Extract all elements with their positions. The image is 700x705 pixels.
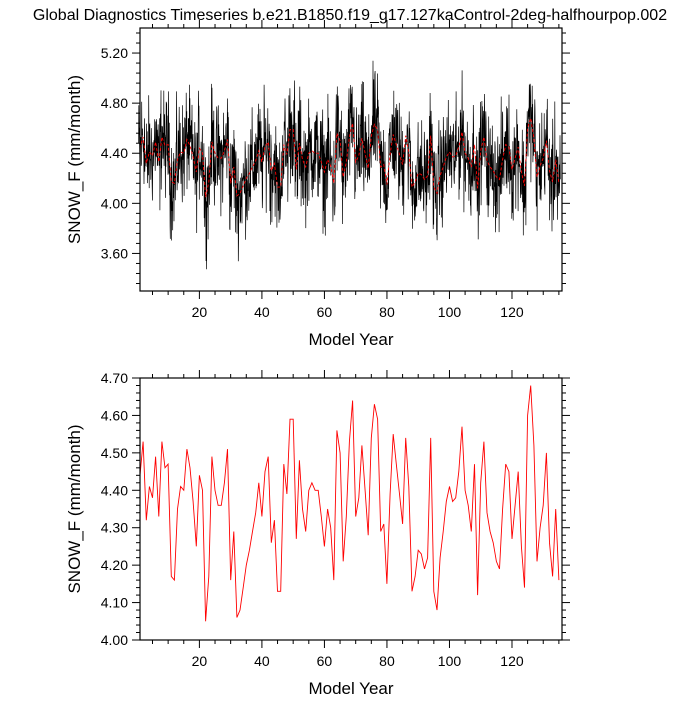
x-tick-label: 100 — [438, 304, 462, 320]
y-tick-label: 4.50 — [101, 445, 128, 461]
y-tick-label: 4.80 — [101, 95, 128, 111]
x-tick-label: 100 — [438, 653, 462, 669]
y-tick-label: 4.60 — [101, 407, 128, 423]
x-tick-label: 120 — [500, 653, 524, 669]
plot-frame — [139, 377, 563, 641]
series-line-annual — [139, 118, 560, 198]
x-tick-label: 20 — [192, 653, 208, 669]
x-axis-label: Model Year — [308, 330, 393, 349]
y-tick-label: 4.00 — [101, 632, 128, 648]
y-tick-label: 4.00 — [101, 195, 128, 211]
y-tick-label: 5.20 — [101, 45, 128, 61]
y-tick-label: 3.60 — [101, 245, 128, 261]
y-axis-label: SNOW_F (mm/month) — [65, 75, 84, 244]
plot-frame — [139, 27, 563, 292]
x-axis-label: Model Year — [308, 679, 393, 698]
series-line-annual — [139, 385, 560, 622]
y-tick-label: 4.40 — [101, 482, 128, 498]
y-tick-label: 4.20 — [101, 557, 128, 573]
x-tick-label: 20 — [192, 304, 208, 320]
y-tick-label: 4.70 — [101, 370, 128, 386]
series-line-monthly — [138, 60, 561, 270]
x-tick-label: 60 — [317, 653, 333, 669]
x-tick-label: 80 — [379, 304, 395, 320]
y-axis-label: SNOW_F (mm/month) — [65, 424, 84, 593]
y-tick-label: 4.30 — [101, 520, 128, 536]
y-tick-label: 4.10 — [101, 595, 128, 611]
x-tick-label: 120 — [500, 304, 524, 320]
top-panel-monthly-timeseries: 20 40 60 80 100 120 3.60 4.00 4.40 4.80 5.20 Model … — [65, 20, 570, 349]
x-tick-label: 40 — [254, 653, 270, 669]
x-tick-label: 80 — [379, 653, 395, 669]
figure-title: Global Diagnostics Timeseries b.e21.B185… — [33, 7, 667, 24]
y-tick-label: 4.40 — [101, 145, 128, 161]
bottom-panel-annual-timeseries: 20 40 60 80 100 120 4.00 4.10 4.20 4.30 4.40 4.50 4.… — [65, 370, 570, 698]
x-tick-label: 40 — [254, 304, 270, 320]
x-tick-label: 60 — [317, 304, 333, 320]
